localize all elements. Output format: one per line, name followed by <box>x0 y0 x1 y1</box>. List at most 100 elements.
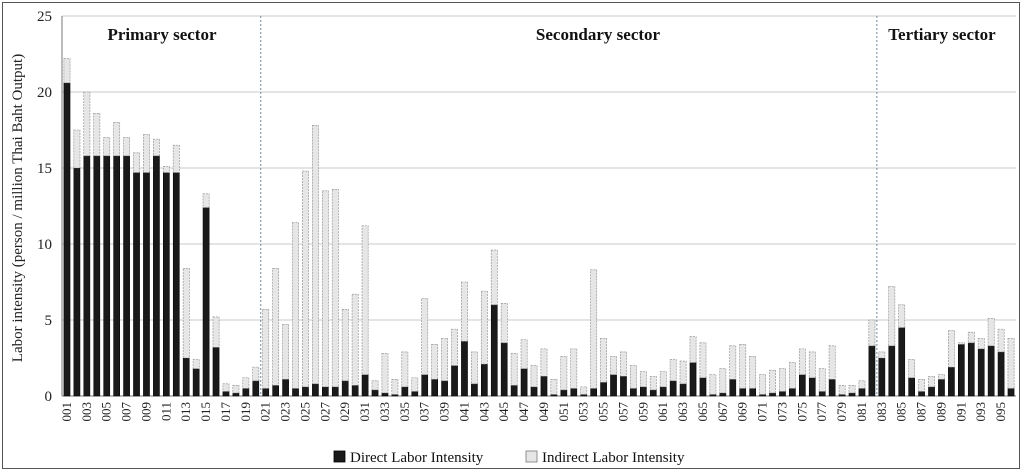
gridlines <box>61 15 1016 397</box>
x-tick-label: 023 <box>278 402 293 422</box>
x-tick-label: 077 <box>814 402 829 422</box>
x-tick-label: 039 <box>437 402 452 422</box>
bar-direct <box>431 379 438 397</box>
bar-direct <box>411 391 419 397</box>
bar-indirect <box>630 365 637 389</box>
bar-indirect <box>222 383 230 392</box>
bar-direct <box>858 388 866 397</box>
bar-direct <box>172 172 180 397</box>
bar-direct <box>242 388 250 397</box>
bar-indirect <box>908 359 916 379</box>
bar-direct <box>381 392 389 397</box>
x-tick-label: 015 <box>198 402 213 422</box>
bar-indirect <box>143 134 150 173</box>
bar-direct <box>441 380 448 397</box>
bar-direct <box>719 392 727 397</box>
bar-direct <box>908 377 915 397</box>
bar-indirect <box>361 225 369 376</box>
bar-direct <box>898 327 906 397</box>
bar-indirect <box>391 378 399 395</box>
x-tick-label: 045 <box>496 402 511 422</box>
bar-direct <box>967 342 975 397</box>
legend: Direct Labor Intensity Indirect Labor In… <box>333 450 685 466</box>
bar-indirect <box>719 368 727 394</box>
y-axis-label: Labor intensity (person / million Thai B… <box>10 54 26 362</box>
bar-direct <box>103 155 111 397</box>
bar-indirect <box>480 290 488 365</box>
x-tick-label: 057 <box>615 402 630 422</box>
bar-direct <box>143 172 150 397</box>
bar-indirect <box>858 380 866 389</box>
x-tick-label: 063 <box>675 402 690 422</box>
bar-direct <box>630 388 637 397</box>
bar-indirect <box>162 166 170 173</box>
bar-direct <box>818 391 826 397</box>
x-tick-label: 003 <box>79 402 94 422</box>
bar-direct <box>163 172 170 397</box>
bar-direct <box>451 365 458 397</box>
x-tick-label: 019 <box>238 402 253 422</box>
x-tick-label: 025 <box>297 402 312 422</box>
bar-direct <box>302 386 309 397</box>
bar-indirect <box>431 344 439 380</box>
bar-direct <box>659 386 667 397</box>
bar-indirect <box>987 318 995 347</box>
bar-direct <box>292 388 299 397</box>
x-tick-label: 009 <box>138 402 153 422</box>
bar-direct <box>868 345 876 397</box>
bar-direct <box>312 383 319 397</box>
x-tick-label: 073 <box>774 402 789 422</box>
bar-indirect <box>600 337 607 383</box>
bar-indirect <box>510 353 518 386</box>
bar-indirect <box>729 345 737 380</box>
bar-indirect <box>928 375 935 388</box>
bar-direct <box>739 388 747 397</box>
bar-direct <box>252 380 260 397</box>
x-tick-label: 033 <box>377 402 392 422</box>
bar-indirect <box>242 377 250 389</box>
bar-direct <box>769 392 776 397</box>
sector-label-primary: Primary sector <box>107 25 216 44</box>
bar-direct <box>361 374 369 397</box>
bar-indirect <box>898 304 906 328</box>
bar-indirect <box>341 309 349 382</box>
bar-indirect <box>798 348 806 376</box>
bar-indirect <box>401 351 409 388</box>
x-tick-label: 069 <box>735 402 750 422</box>
bar-indirect <box>918 378 925 392</box>
bar-direct <box>202 207 210 397</box>
x-tick-label: 079 <box>834 402 849 422</box>
bar-indirect <box>312 125 319 385</box>
bar-direct <box>461 341 468 397</box>
bar-direct <box>640 386 647 397</box>
bar-indirect <box>331 188 339 388</box>
bar-direct <box>669 380 677 397</box>
bar-direct <box>212 347 220 397</box>
bar-direct <box>590 388 597 397</box>
bar-indirect <box>63 58 71 84</box>
bar-indirect <box>441 337 448 382</box>
bar-direct <box>948 366 955 397</box>
x-tick-label: 027 <box>317 402 332 422</box>
bar-indirect <box>669 359 677 382</box>
bar-indirect <box>659 371 667 388</box>
y-axis-ticks: 0 5 10 15 20 25 <box>37 9 52 405</box>
bar-direct <box>282 379 289 397</box>
x-tick-label: 051 <box>556 402 571 422</box>
bar-direct <box>799 374 806 397</box>
bar-indirect <box>93 112 101 157</box>
x-tick-label: 011 <box>158 402 173 421</box>
bar-direct <box>322 386 329 397</box>
bar-indirect <box>302 170 309 388</box>
x-tick-label: 065 <box>695 402 710 422</box>
legend-label-direct: Direct Labor Intensity <box>350 450 484 466</box>
bar-direct <box>977 348 985 397</box>
bar-direct <box>421 374 429 397</box>
y-tick-label: 10 <box>37 237 52 253</box>
legend-label-indirect: Indirect Labor Intensity <box>542 450 685 466</box>
bar-direct <box>987 345 995 397</box>
x-tick-label: 031 <box>357 402 372 422</box>
bar-indirect <box>769 369 776 394</box>
y-tick-label: 25 <box>37 9 52 25</box>
bar-direct <box>481 363 488 397</box>
